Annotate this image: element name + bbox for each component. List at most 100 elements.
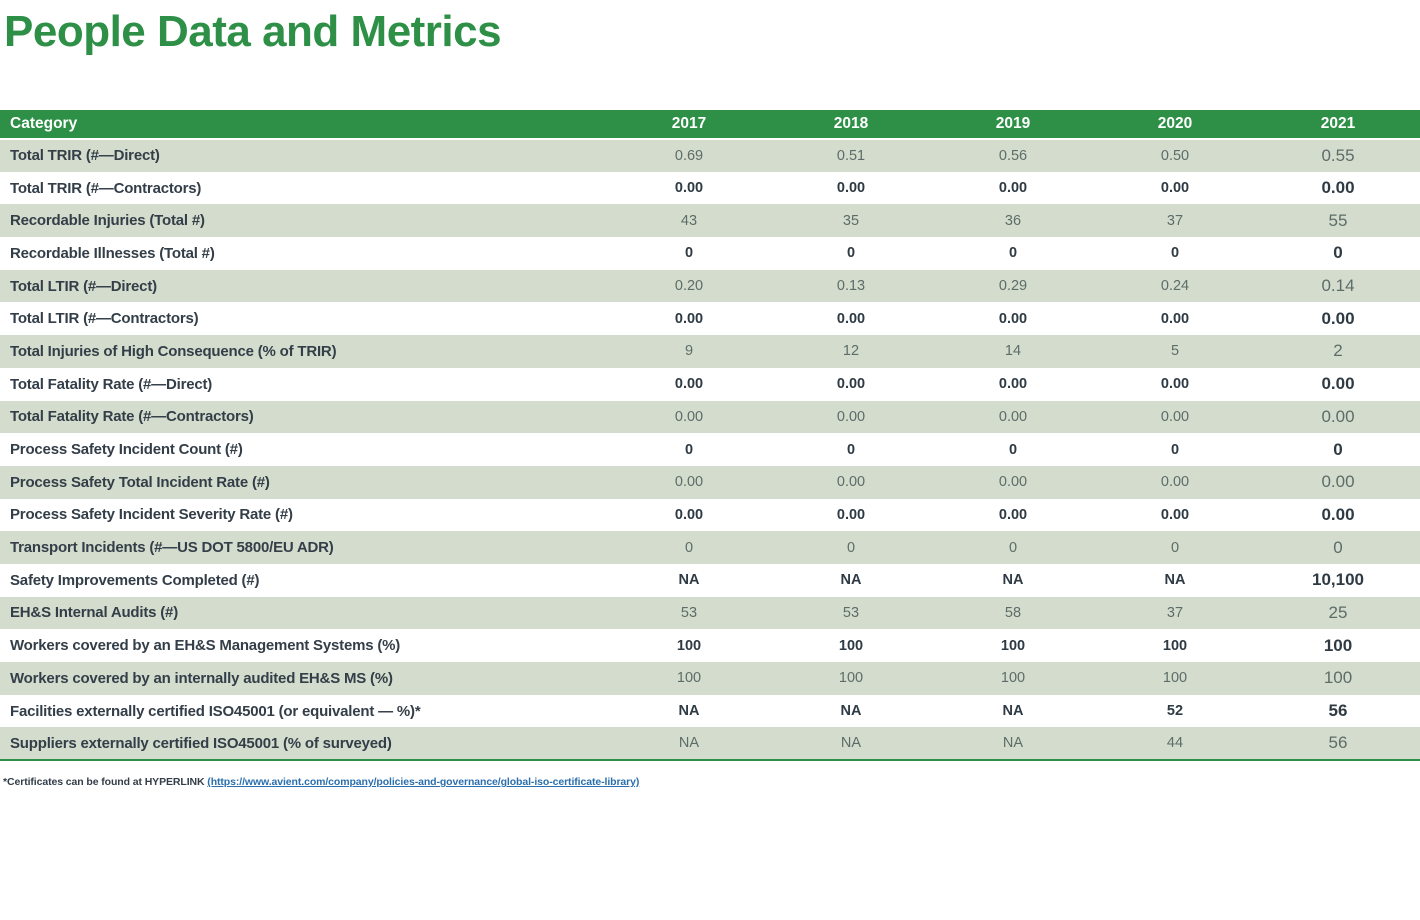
value-cell-2020: 0.00 bbox=[1160, 408, 1190, 425]
table-row: Total LTIR (#—Contractors) 0.00 0.00 0.00 0.… bbox=[0, 302, 1420, 336]
value-cell-2019: 0 bbox=[1008, 539, 1018, 556]
column-header-year-2017: 2017 bbox=[608, 110, 770, 140]
value-cell-2017: 53 bbox=[680, 604, 698, 621]
value-cell-2018: NA bbox=[840, 735, 862, 752]
table-row: Workers covered by an EH&S Management Sy… bbox=[0, 629, 1420, 662]
table-row: Process Safety Total Incident Rate (#) 0.… bbox=[0, 465, 1420, 499]
value-cell-2018: 0.00 bbox=[836, 310, 866, 327]
value-cell-2017: 0 bbox=[684, 539, 694, 556]
iso-certificate-link[interactable]: (https://www.avient.com/company/policies… bbox=[207, 776, 640, 789]
header-row: Category 2017 2018 2019 2020 2021 bbox=[0, 110, 1420, 140]
value-cell-2019: 100 bbox=[1000, 637, 1026, 654]
category-cell: Total Fatality Rate (#—Direct) bbox=[10, 375, 213, 393]
footnote-text: *Certificates can be found at HYPERLINK bbox=[3, 776, 208, 789]
value-cell-2018: NA bbox=[840, 703, 862, 720]
value-cell-2019: 58 bbox=[1004, 604, 1022, 621]
value-cell-2018: 0.00 bbox=[836, 180, 866, 197]
table-row: Total Fatality Rate (#—Contractors) 0.00 0… bbox=[0, 400, 1420, 434]
value-cell-2019: NA bbox=[1002, 572, 1024, 589]
category-cell: Suppliers externally certified ISO45001 … bbox=[10, 734, 392, 752]
footnote: *Certificates can be found at HYPERLINK … bbox=[3, 776, 1420, 788]
value-cell-2017: 0.00 bbox=[674, 506, 704, 523]
category-cell: Process Safety Total Incident Rate (#) bbox=[10, 473, 270, 491]
value-cell-2021: 0.00 bbox=[1321, 308, 1355, 328]
value-cell-2019: 36 bbox=[1004, 212, 1022, 229]
value-cell-2017: 9 bbox=[684, 343, 694, 360]
category-cell: Total Injuries of High Consequence (% of… bbox=[10, 342, 337, 360]
category-cell: EH&S Internal Audits (#) bbox=[10, 604, 178, 622]
value-cell-2021: 0.00 bbox=[1321, 374, 1355, 394]
value-cell-2021: 100 bbox=[1323, 635, 1353, 655]
value-cell-2018: 0.00 bbox=[836, 474, 866, 491]
value-cell-2020: 52 bbox=[1166, 703, 1184, 720]
value-cell-2017: 0.69 bbox=[674, 147, 704, 164]
category-cell: Process Safety Incident Count (#) bbox=[10, 441, 243, 459]
value-cell-2017: 100 bbox=[676, 637, 702, 654]
value-cell-2020: 37 bbox=[1166, 604, 1184, 621]
table-row: Total Injuries of High Consequence (% of… bbox=[0, 335, 1420, 368]
value-cell-2021: 0 bbox=[1333, 243, 1343, 263]
value-cell-2017: 43 bbox=[680, 212, 698, 229]
value-cell-2018: 12 bbox=[842, 343, 860, 360]
value-cell-2019: 0.00 bbox=[998, 408, 1028, 425]
value-cell-2020: NA bbox=[1164, 572, 1186, 589]
column-header-year-2021: 2021 bbox=[1256, 110, 1420, 140]
value-cell-2017: 0.00 bbox=[674, 310, 704, 327]
value-cell-2021: 0.00 bbox=[1321, 472, 1355, 492]
category-cell: Total TRIR (#—Contractors) bbox=[10, 179, 202, 197]
value-cell-2021: 55 bbox=[1328, 210, 1348, 230]
value-cell-2020: 37 bbox=[1166, 212, 1184, 229]
category-cell: Total TRIR (#—Direct) bbox=[10, 147, 160, 165]
value-cell-2021: 56 bbox=[1328, 733, 1348, 753]
category-cell: Total Fatality Rate (#—Contractors) bbox=[10, 408, 254, 426]
value-cell-2017: 0.00 bbox=[674, 474, 704, 491]
value-cell-2021: 0.00 bbox=[1321, 504, 1355, 524]
value-cell-2017: NA bbox=[678, 703, 700, 720]
value-cell-2021: 100 bbox=[1323, 668, 1353, 688]
value-cell-2019: 14 bbox=[1004, 343, 1022, 360]
value-cell-2020: 0.00 bbox=[1160, 180, 1190, 197]
value-cell-2017: 100 bbox=[676, 670, 702, 687]
table-row: Suppliers externally certified ISO45001 … bbox=[0, 727, 1420, 761]
table-row: Total TRIR (#—Direct) 0.69 0.51 0.56 0.50 0.5… bbox=[0, 139, 1420, 172]
category-cell: Workers covered by an internally audited… bbox=[10, 669, 393, 687]
value-cell-2020: 0 bbox=[1170, 245, 1180, 262]
value-cell-2021: 25 bbox=[1328, 602, 1348, 622]
value-cell-2018: 0.00 bbox=[836, 376, 866, 393]
table-row: Total LTIR (#—Direct) 0.20 0.13 0.29 0.24 0.1… bbox=[0, 269, 1420, 303]
value-cell-2021: 0 bbox=[1333, 537, 1343, 557]
table-row: Process Safety Incident Count (#) 0 0 0 0 0 bbox=[0, 433, 1420, 466]
table-row: Facilities externally certified ISO45001… bbox=[0, 694, 1420, 728]
value-cell-2019: 0.00 bbox=[998, 474, 1028, 491]
value-cell-2019: 0.29 bbox=[998, 278, 1028, 295]
value-cell-2019: 0.56 bbox=[998, 147, 1028, 164]
value-cell-2021: 0 bbox=[1333, 439, 1343, 459]
value-cell-2017: 0.00 bbox=[674, 180, 704, 197]
value-cell-2020: 100 bbox=[1162, 637, 1188, 654]
value-cell-2018: 0 bbox=[846, 539, 856, 556]
value-cell-2020: 0.24 bbox=[1160, 278, 1190, 295]
value-cell-2020: 0.00 bbox=[1160, 506, 1190, 523]
table-row: Total Fatality Rate (#—Direct) 0.00 0.00 0.… bbox=[0, 367, 1420, 401]
value-cell-2021: 0.55 bbox=[1321, 145, 1355, 165]
value-cell-2018: 0.51 bbox=[836, 147, 866, 164]
value-cell-2018: 53 bbox=[842, 604, 860, 621]
value-cell-2021: 0.00 bbox=[1321, 178, 1355, 198]
table-row: Workers covered by an internally audited… bbox=[0, 662, 1420, 695]
value-cell-2020: 0.00 bbox=[1160, 376, 1190, 393]
value-cell-2019: NA bbox=[1002, 703, 1024, 720]
value-cell-2020: 0 bbox=[1170, 539, 1180, 556]
value-cell-2018: 0.00 bbox=[836, 408, 866, 425]
value-cell-2019: 0.00 bbox=[998, 180, 1028, 197]
table-row: Safety Improvements Completed (#) NA NA NA N… bbox=[0, 563, 1420, 597]
value-cell-2019: 0 bbox=[1008, 441, 1018, 458]
value-cell-2019: 100 bbox=[1000, 670, 1026, 687]
value-cell-2020: 100 bbox=[1162, 670, 1188, 687]
category-cell: Safety Improvements Completed (#) bbox=[10, 571, 260, 589]
value-cell-2018: 0.13 bbox=[836, 278, 866, 295]
column-header-year-2019: 2019 bbox=[932, 110, 1094, 140]
value-cell-2021: 10,100 bbox=[1312, 570, 1364, 590]
value-cell-2019: 0.00 bbox=[998, 376, 1028, 393]
value-cell-2018: NA bbox=[840, 572, 862, 589]
